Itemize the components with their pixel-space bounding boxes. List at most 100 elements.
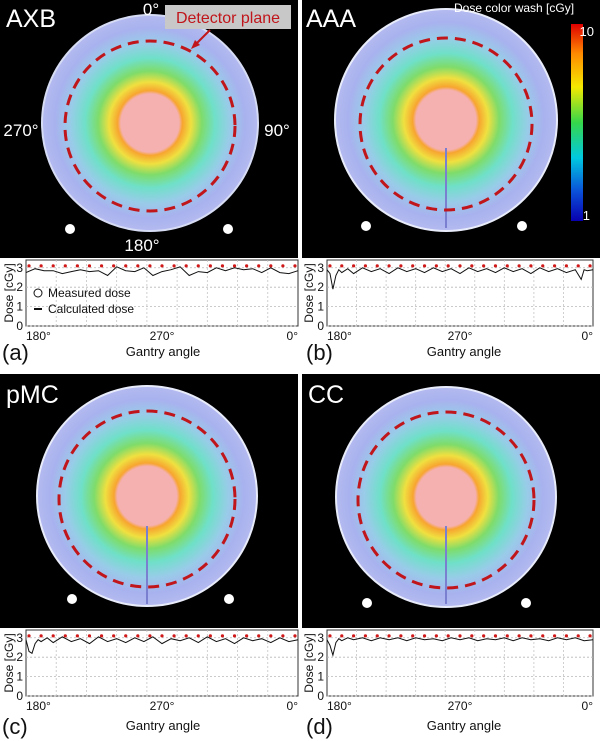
- x-tick-label: 270°: [448, 329, 473, 343]
- measured-dose-point: [458, 264, 462, 268]
- measured-dose-point: [517, 264, 521, 268]
- measured-dose-point: [160, 634, 164, 638]
- panel-title-cc: CC: [308, 381, 344, 409]
- angle-label-90: 90°: [264, 121, 290, 140]
- measured-dose-point: [232, 264, 237, 268]
- calculated-dose-line: [25, 266, 299, 277]
- detector-plane-ring: [356, 410, 536, 590]
- measured-dose-point: [446, 264, 450, 268]
- x-tick-label: 0°: [582, 329, 594, 343]
- x-tick-label: 180°: [26, 329, 51, 343]
- y-axis-label: Dose [cGy]: [2, 263, 16, 322]
- measured-dose-point: [399, 634, 403, 638]
- y-tick-label: 3: [16, 631, 23, 645]
- dose-map-aaa: [334, 8, 558, 232]
- measured-dose-point: [232, 634, 237, 638]
- phantom-marker-left: [362, 598, 372, 608]
- measured-dose-point: [529, 634, 533, 638]
- measured-dose-point: [220, 634, 225, 638]
- x-tick-label: 180°: [327, 329, 352, 343]
- measured-dose-point: [493, 264, 498, 268]
- measured-dose-point: [411, 264, 415, 268]
- y-tick-label: 2: [16, 650, 23, 664]
- measured-dose-point: [293, 634, 297, 638]
- measured-dose-point: [124, 634, 128, 638]
- measured-dose-point: [505, 264, 509, 268]
- measured-dose-point: [87, 634, 92, 638]
- annotation-arrow: [195, 29, 211, 45]
- measured-dose-point: [27, 264, 31, 268]
- measured-dose-point: [552, 634, 557, 638]
- measured-dose-point: [112, 264, 116, 268]
- measured-dose-point: [564, 634, 569, 638]
- panel-title-axb: AXB: [6, 5, 56, 33]
- measured-dose-point: [160, 264, 164, 268]
- measured-dose-point: [196, 264, 200, 268]
- measured-dose-point: [422, 634, 427, 638]
- legend-calculated-label: Calculated dose: [48, 302, 134, 316]
- measured-dose-point: [363, 634, 368, 638]
- y-tick-label: 3: [16, 261, 23, 275]
- measured-dose-point: [375, 634, 379, 638]
- detector-plane-ring: [358, 36, 534, 212]
- colorbar-title: Dose color wash [cGy]: [454, 1, 574, 15]
- measured-dose-point: [529, 264, 533, 268]
- calculated-dose-line: [326, 637, 594, 658]
- measured-dose-point: [136, 264, 140, 268]
- measured-dose-point: [576, 264, 580, 268]
- x-tick-label: 270°: [150, 699, 175, 713]
- y-tick-label: 2: [317, 650, 324, 664]
- measured-dose-point: [63, 634, 67, 638]
- measured-dose-point: [245, 634, 249, 638]
- measured-dose-point: [124, 264, 128, 268]
- measured-dose-point: [208, 634, 212, 638]
- measured-dose-point: [51, 634, 55, 638]
- measured-dose-point: [245, 264, 249, 268]
- measured-dose-point: [293, 264, 297, 268]
- detector-plane-annotation: Detector plane: [165, 5, 291, 49]
- y-tick-label: 0: [317, 319, 324, 333]
- measured-dose-point: [39, 634, 43, 638]
- measured-dose-point: [51, 264, 55, 268]
- x-axis-label: Gantry angle: [126, 344, 200, 359]
- y-axis-label: Dose [cGy]: [2, 633, 16, 692]
- measured-dose-point: [328, 634, 332, 638]
- y-tick-label: 0: [317, 689, 324, 703]
- x-tick-label: 0°: [287, 329, 299, 343]
- measured-dose-point: [184, 634, 188, 638]
- dose-profile-plot-c: 0 1 2 3 180° 270° 0° Gantry angle Dose [cGy] (c): [2, 629, 299, 739]
- measured-dose-point: [434, 634, 438, 638]
- legend-measured-marker: [33, 288, 43, 298]
- y-axis-label: Dose [cGy]: [302, 633, 316, 692]
- measured-dose-point: [434, 264, 438, 268]
- measured-dose-point: [352, 634, 356, 638]
- measured-dose-point: [411, 634, 415, 638]
- angle-label-180: 180°: [124, 236, 159, 255]
- phantom-marker-right: [517, 221, 527, 231]
- panel-label: (a): [2, 340, 29, 365]
- measured-dose-point: [87, 264, 92, 268]
- dose-profile-plot-d: 0 1 2 3 180° 270° 0° Gantry angle Dose [cGy] (d): [302, 629, 594, 739]
- measured-dose-point: [588, 634, 592, 638]
- measured-dose-point: [340, 634, 344, 638]
- colorbar-min-label: 1: [583, 208, 590, 223]
- panel-label: (d): [306, 714, 333, 739]
- phantom-marker-left: [67, 594, 77, 604]
- measured-dose-point: [99, 634, 104, 638]
- plot-area: [326, 259, 594, 327]
- measured-dose-point: [505, 634, 509, 638]
- panel-label: (b): [306, 340, 333, 365]
- measured-dose-point: [172, 634, 176, 638]
- panel-title-pmc: pMC: [6, 381, 59, 409]
- phantom-marker-left: [65, 224, 75, 234]
- measured-dose-point: [281, 634, 285, 638]
- measured-dose-point: [112, 634, 116, 638]
- measured-dose-point: [576, 634, 580, 638]
- measured-dose-point: [208, 264, 212, 268]
- x-tick-label: 0°: [287, 699, 299, 713]
- measured-dose-point: [470, 264, 474, 268]
- colorbar-max-label: 10: [580, 24, 594, 39]
- colorbar-scale: [571, 24, 583, 221]
- y-tick-label: 1: [317, 300, 324, 314]
- x-tick-label: 270°: [448, 699, 473, 713]
